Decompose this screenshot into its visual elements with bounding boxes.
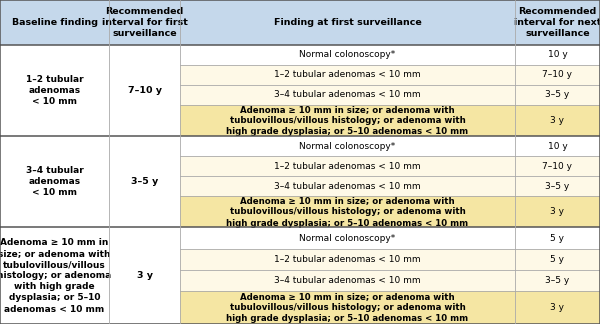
Bar <box>180 291 515 324</box>
Text: Adenoma ≥ 10 mm in
size; or adenoma with
tubulovillous/villous
histology; or ade: Adenoma ≥ 10 mm in size; or adenoma with… <box>0 238 112 314</box>
Text: Finding at first surveillance: Finding at first surveillance <box>274 18 421 27</box>
Bar <box>0 0 109 45</box>
Bar <box>0 45 109 136</box>
Bar <box>180 227 515 249</box>
Text: 3–5 y: 3–5 y <box>545 90 569 99</box>
Bar <box>180 156 515 176</box>
Text: 1–2 tubular adenomas < 10 mm: 1–2 tubular adenomas < 10 mm <box>274 162 421 171</box>
Text: 1–2 tubular adenomas < 10 mm: 1–2 tubular adenomas < 10 mm <box>274 70 421 79</box>
Text: Baseline finding: Baseline finding <box>11 18 98 27</box>
Bar <box>515 136 600 156</box>
Bar <box>180 270 515 291</box>
Text: 3–4 tubular
adenomas
< 10 mm: 3–4 tubular adenomas < 10 mm <box>26 166 83 197</box>
Bar <box>515 176 600 196</box>
Bar <box>180 85 515 105</box>
Bar <box>0 227 109 324</box>
Bar <box>180 249 515 270</box>
Bar <box>180 176 515 196</box>
Text: Adenoma ≥ 10 mm in size; or adenoma with
tubulovillous/villous histology; or ade: Adenoma ≥ 10 mm in size; or adenoma with… <box>226 292 469 323</box>
Text: Adenoma ≥ 10 mm in size; or adenoma with
tubulovillous/villous histology; or ade: Adenoma ≥ 10 mm in size; or adenoma with… <box>226 196 469 227</box>
Bar <box>109 227 180 324</box>
Text: 1–2 tubular adenomas < 10 mm: 1–2 tubular adenomas < 10 mm <box>274 255 421 264</box>
Text: 7–10 y: 7–10 y <box>128 86 161 95</box>
Bar <box>515 85 600 105</box>
Bar <box>515 270 600 291</box>
Bar <box>0 136 109 227</box>
Text: 3–4 tubular adenomas < 10 mm: 3–4 tubular adenomas < 10 mm <box>274 276 421 285</box>
Bar <box>515 291 600 324</box>
Bar <box>109 0 180 45</box>
Bar <box>109 45 180 136</box>
Text: 10 y: 10 y <box>548 142 567 151</box>
Bar <box>180 136 515 156</box>
Text: 3 y: 3 y <box>137 271 152 280</box>
Bar <box>180 65 515 85</box>
Bar <box>515 249 600 270</box>
Text: 3 y: 3 y <box>550 116 565 125</box>
Text: 3–5 y: 3–5 y <box>545 182 569 191</box>
Bar <box>180 105 515 136</box>
Text: 5 y: 5 y <box>550 255 565 264</box>
Text: 1–2 tubular
adenomas
< 10 mm: 1–2 tubular adenomas < 10 mm <box>26 75 83 106</box>
Text: 10 y: 10 y <box>548 50 567 59</box>
Bar <box>180 0 515 45</box>
Text: 3–5 y: 3–5 y <box>545 276 569 285</box>
Bar <box>180 196 515 227</box>
Bar <box>515 65 600 85</box>
Text: 7–10 y: 7–10 y <box>542 70 572 79</box>
Bar <box>180 45 515 65</box>
Bar <box>515 0 600 45</box>
Text: 3 y: 3 y <box>550 303 565 312</box>
Text: Adenoma ≥ 10 mm in size; or adenoma with
tubulovillous/villous histology; or ade: Adenoma ≥ 10 mm in size; or adenoma with… <box>226 105 469 136</box>
Text: Recommended
interval for next
surveillance: Recommended interval for next surveillan… <box>514 7 600 38</box>
Bar <box>515 45 600 65</box>
Text: 5 y: 5 y <box>550 234 565 243</box>
Text: 3–5 y: 3–5 y <box>131 177 158 186</box>
Text: Normal colonoscopy*: Normal colonoscopy* <box>299 142 395 151</box>
Text: Normal colonoscopy*: Normal colonoscopy* <box>299 50 395 59</box>
Bar <box>515 227 600 249</box>
Text: Recommended
interval for first
surveillance: Recommended interval for first surveilla… <box>101 7 188 38</box>
Text: 7–10 y: 7–10 y <box>542 162 572 171</box>
Text: 3 y: 3 y <box>550 207 565 216</box>
Bar <box>109 136 180 227</box>
Text: 3–4 tubular adenomas < 10 mm: 3–4 tubular adenomas < 10 mm <box>274 182 421 191</box>
Bar <box>515 196 600 227</box>
Bar <box>515 156 600 176</box>
Text: Normal colonoscopy*: Normal colonoscopy* <box>299 234 395 243</box>
Bar <box>515 105 600 136</box>
Text: 3–4 tubular adenomas < 10 mm: 3–4 tubular adenomas < 10 mm <box>274 90 421 99</box>
